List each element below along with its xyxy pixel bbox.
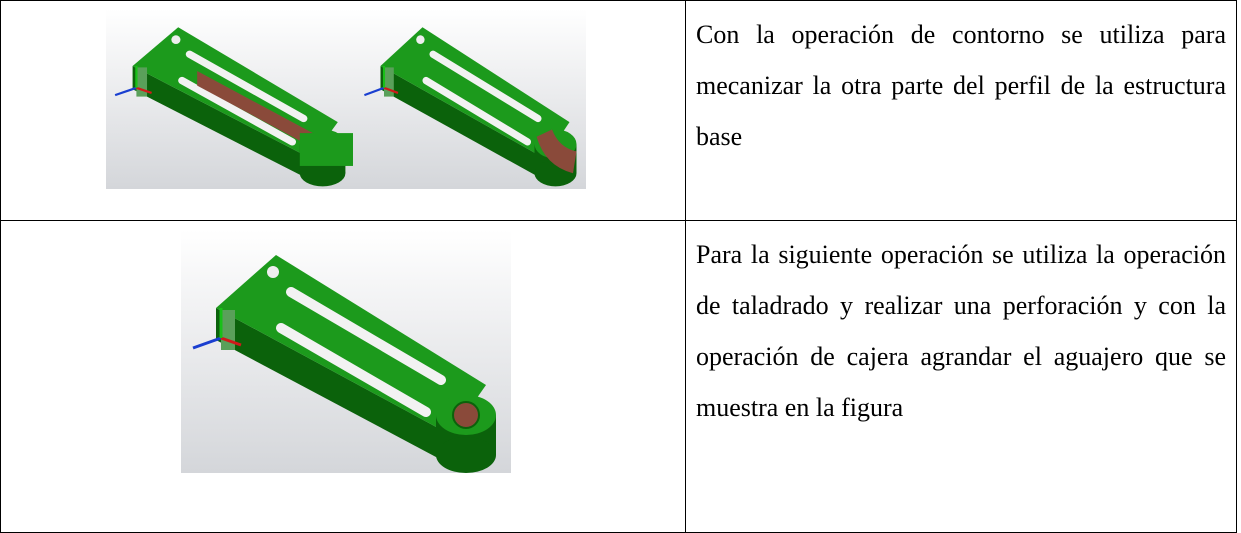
table-row: Con la operación de contorno se utiliza … (0, 0, 1237, 221)
figure (181, 230, 511, 473)
figure (106, 9, 356, 189)
text-cell: Con la operación de contorno se utiliza … (685, 0, 1237, 221)
image-cell (0, 0, 686, 221)
image-cell (0, 220, 686, 533)
figure (356, 9, 586, 189)
text-cell: Para la siguiente operación se utiliza l… (685, 220, 1237, 533)
table-row: Para la siguiente operación se utiliza l… (0, 220, 1237, 533)
